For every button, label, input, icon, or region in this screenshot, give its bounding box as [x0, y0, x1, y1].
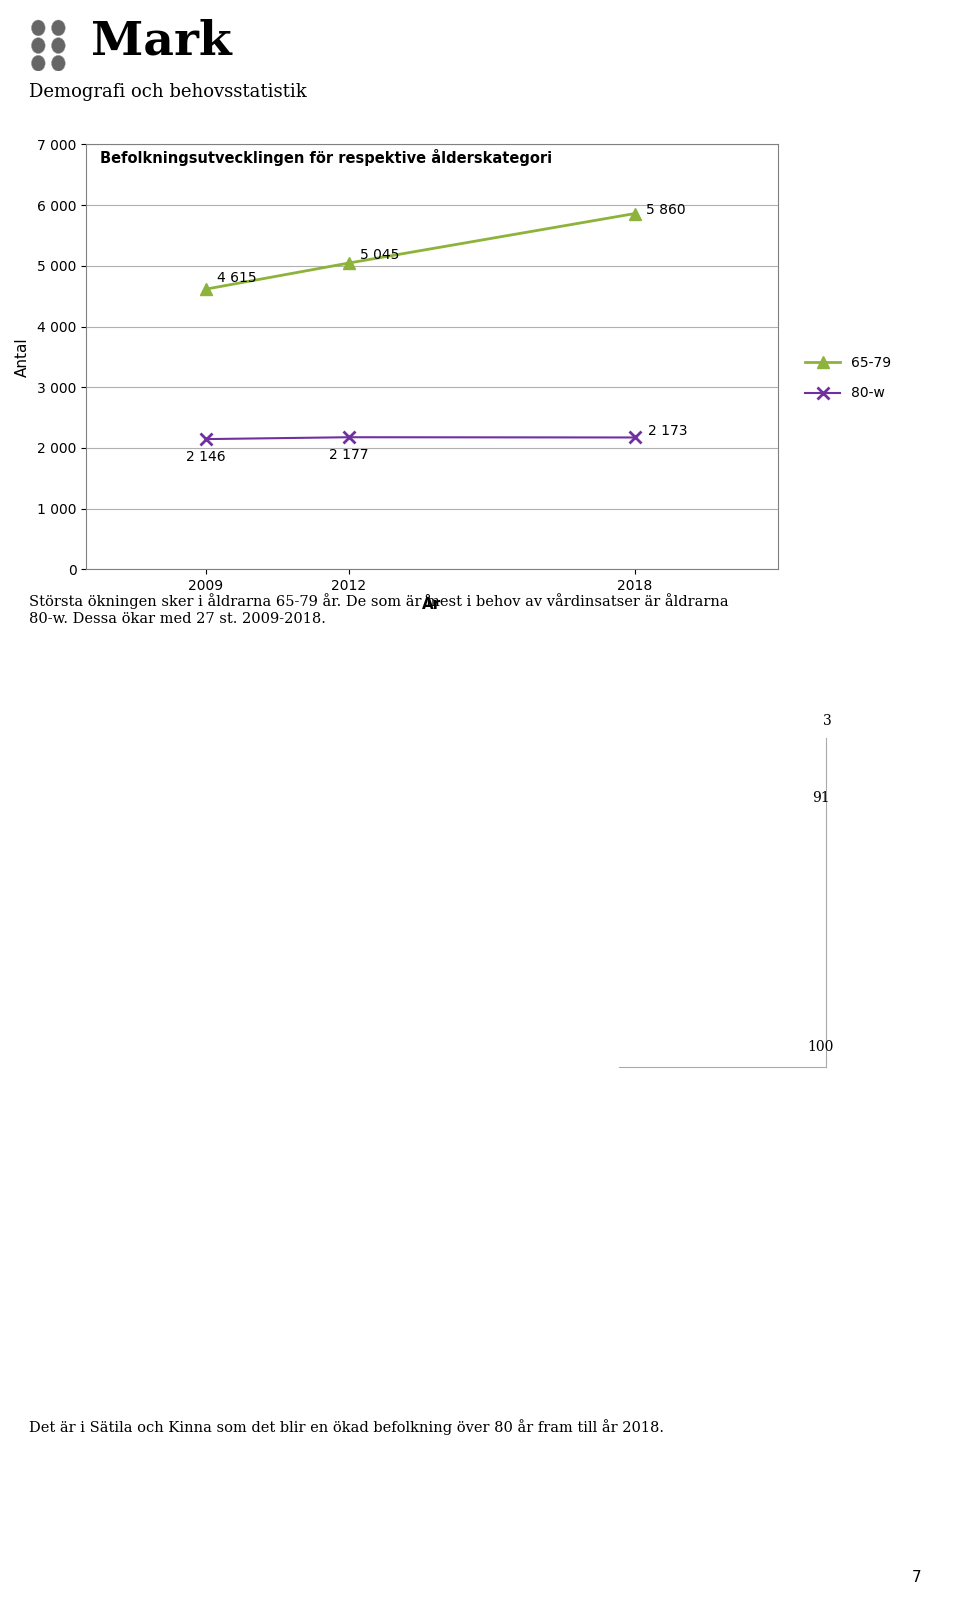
Text: 2 177: 2 177: [329, 449, 369, 462]
Text: Befolkningsutvecklingen för respektive ålderskategori: Befolkningsutvecklingen för respektive å…: [100, 149, 552, 165]
Y-axis label: Antal: Antal: [15, 337, 30, 377]
Text: 7: 7: [912, 1570, 922, 1585]
Text: 2 146: 2 146: [185, 451, 226, 464]
Text: 4 615: 4 615: [217, 271, 256, 286]
Text: 91: 91: [812, 791, 829, 805]
Text: 3: 3: [823, 714, 832, 728]
Text: Mark: Mark: [91, 19, 232, 64]
Circle shape: [52, 19, 65, 35]
Text: Största ökningen sker i åldrarna 65-79 år. De som är mest i behov av vårdinsatse: Största ökningen sker i åldrarna 65-79 å…: [29, 593, 729, 626]
Text: Demografi och behovsstatistik: Demografi och behovsstatistik: [29, 83, 306, 101]
Text: 2 173: 2 173: [649, 423, 688, 438]
Text: Det är i Sätila och Kinna som det blir en ökad befolkning över 80 år fram till å: Det är i Sätila och Kinna som det blir e…: [29, 1420, 663, 1436]
Text: 5 860: 5 860: [646, 202, 685, 217]
Circle shape: [32, 56, 45, 71]
Circle shape: [52, 56, 65, 71]
Legend: 65-79, 80-w: 65-79, 80-w: [799, 348, 899, 407]
Circle shape: [32, 37, 45, 53]
Text: 100: 100: [807, 1039, 834, 1054]
Text: 5 045: 5 045: [360, 249, 399, 261]
Circle shape: [52, 37, 65, 53]
Circle shape: [32, 19, 45, 35]
X-axis label: År: År: [422, 597, 442, 613]
